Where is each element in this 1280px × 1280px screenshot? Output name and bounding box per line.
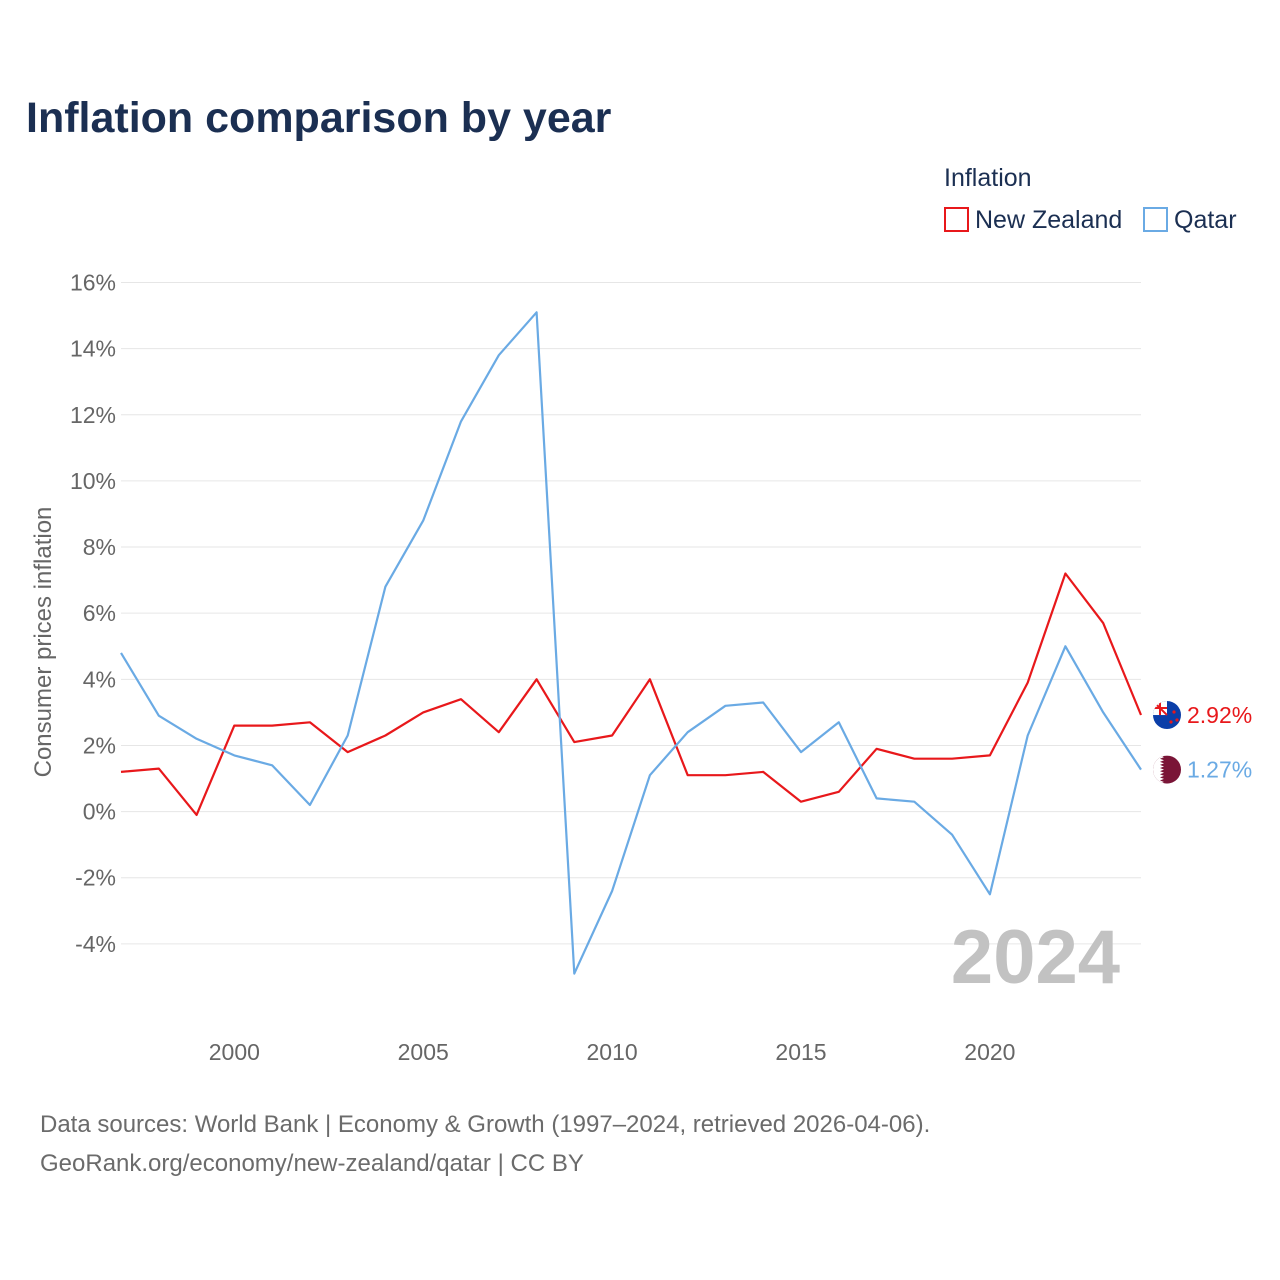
series-end-markers: 2.92% 1.27% (1153, 701, 1252, 784)
year-watermark: 2024 (951, 915, 1120, 1000)
x-tick-label: 2010 (587, 1039, 638, 1065)
x-tick-label: 2005 (398, 1039, 449, 1065)
y-axis-label: Consumer prices inflation (30, 507, 57, 778)
x-tick-label: 2015 (775, 1039, 826, 1065)
y-tick-label: 0% (83, 799, 116, 825)
y-tick-label: 14% (70, 336, 116, 362)
legend-swatch-new-zealand (944, 207, 969, 232)
legend-title: Inflation (944, 164, 1032, 192)
legend-label-new-zealand: New Zealand (975, 206, 1122, 234)
x-tick-label: 2020 (964, 1039, 1015, 1065)
y-tick-label: 16% (70, 270, 116, 296)
y-tick-label: -2% (75, 865, 116, 891)
y-tick-label: 2% (83, 732, 116, 758)
series-line-qatar (120, 311, 1142, 975)
series-lines (120, 311, 1143, 975)
x-axis-ticks: 2000 2005 2010 2015 2020 (209, 1039, 1016, 1065)
x-tick-label: 2000 (209, 1039, 260, 1065)
chart-title: Inflation comparison by year (26, 94, 612, 142)
footer-url[interactable]: GeoRank.org/economy/new-zealand/qatar | … (40, 1150, 584, 1177)
legend-item-new-zealand[interactable]: New Zealand (944, 206, 1122, 234)
legend-item-qatar[interactable]: Qatar (1143, 206, 1237, 234)
series-line-new-zealand (120, 572, 1143, 817)
y-tick-label: 8% (83, 534, 116, 560)
qatar-flag-icon (1153, 755, 1181, 784)
y-axis-ticks: -4% -2% 0% 2% 4% 6% 8% 10% 12% 14% 16% (70, 270, 116, 957)
y-tick-label: 10% (70, 468, 116, 494)
y-tick-label: 4% (83, 666, 116, 692)
y-tick-label: -4% (75, 931, 116, 957)
y-tick-label: 6% (83, 600, 116, 626)
legend-swatch-qatar (1143, 207, 1168, 232)
footer-source: Data sources: World Bank | Economy & Gro… (40, 1111, 930, 1138)
end-label-new-zealand: 2.92% (1187, 702, 1252, 728)
y-tick-label: 12% (70, 402, 116, 428)
end-label-qatar: 1.27% (1187, 757, 1252, 783)
legend-label-qatar: Qatar (1174, 206, 1237, 234)
grid-lines (121, 282, 1141, 945)
new-zealand-flag-icon (1153, 701, 1181, 730)
